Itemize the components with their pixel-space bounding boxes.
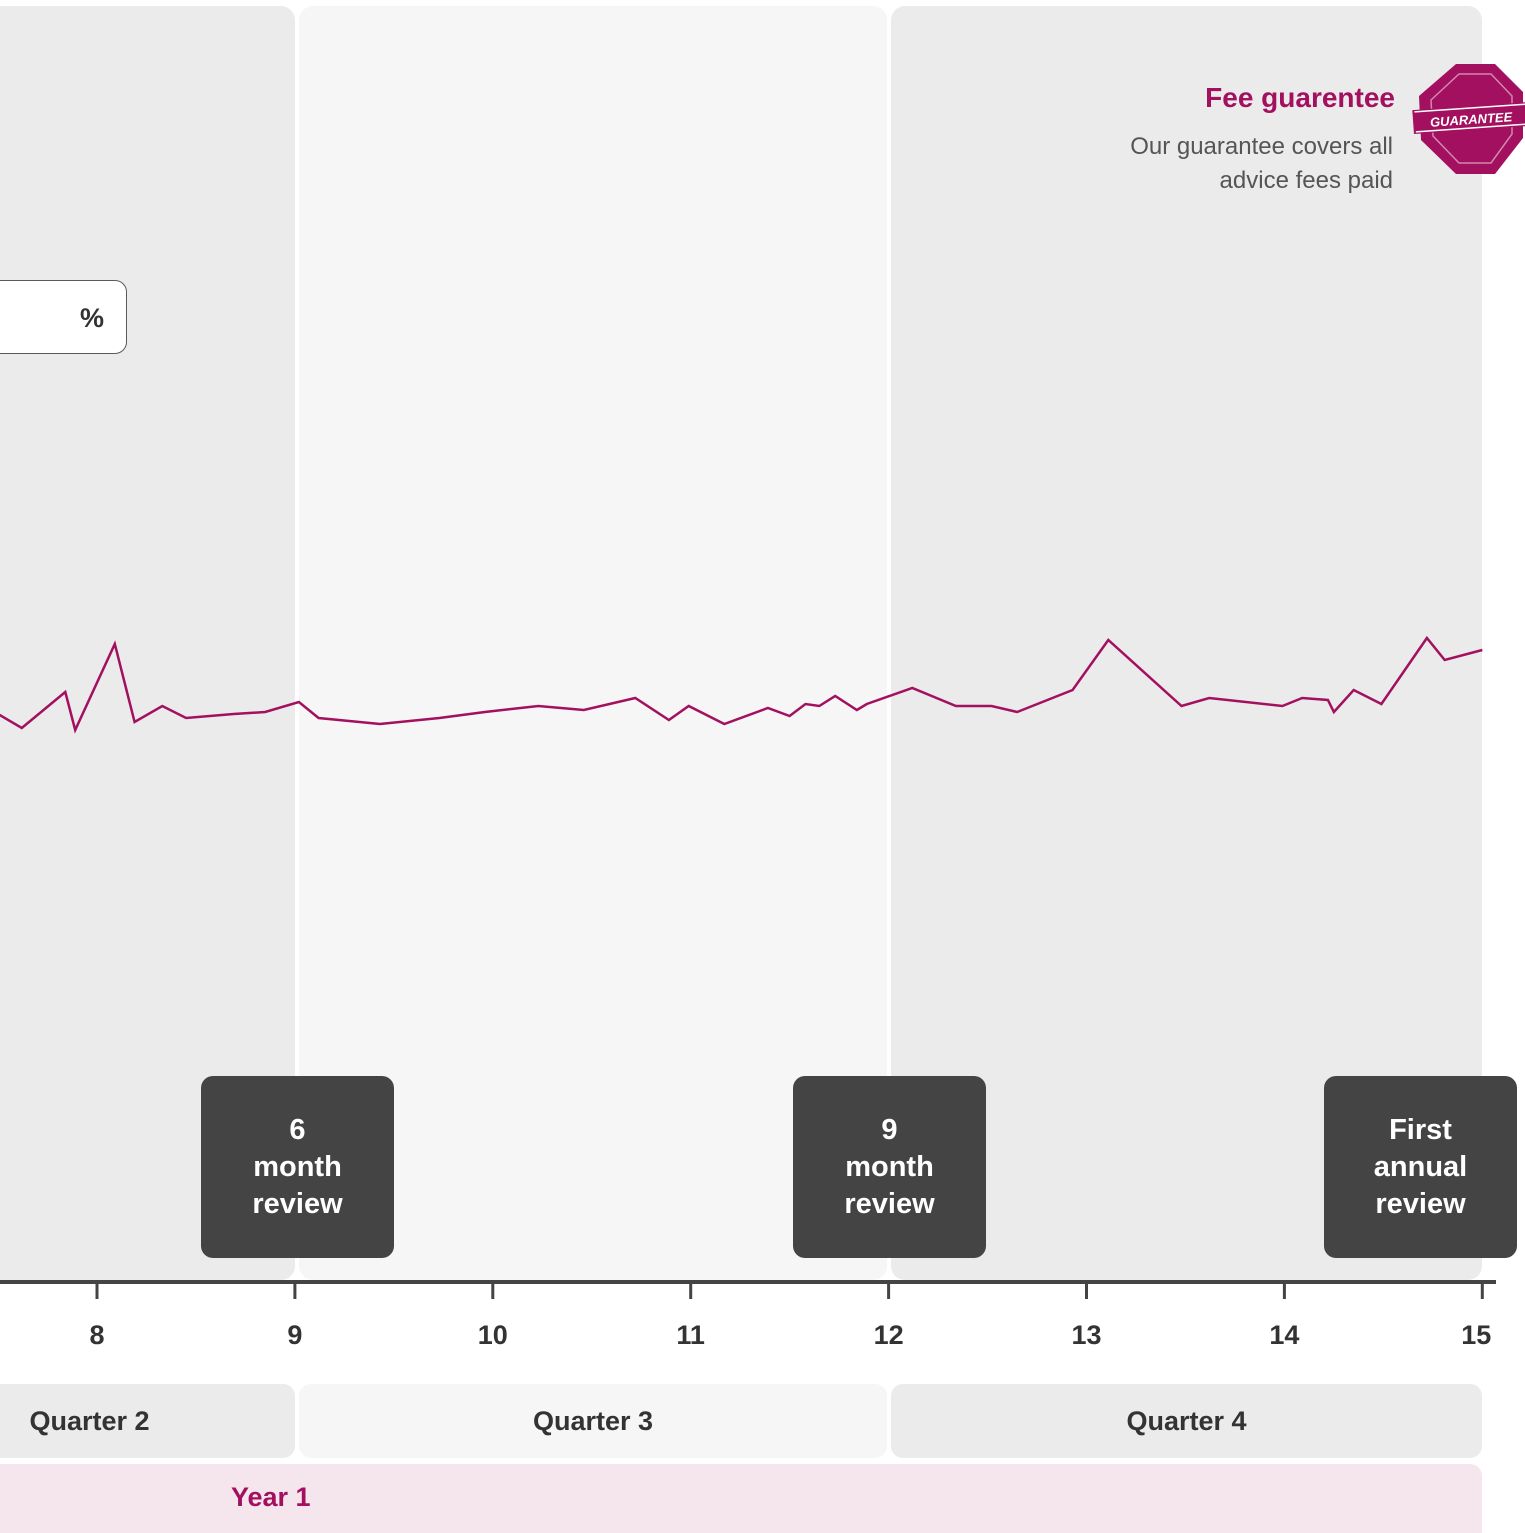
fee-guarantee-title: Fee guarentee [1205, 82, 1395, 113]
year-label: Year 1 [231, 1482, 311, 1512]
review-line: review [1375, 1187, 1466, 1220]
guarantee-badge-icon: GUARANTEE [1412, 64, 1525, 174]
first-annual-review-box: First annual review [1324, 1076, 1517, 1258]
quarter-4-band [891, 6, 1482, 1280]
percentage-input[interactable]: % [0, 280, 127, 354]
six-month-review-box: 6 month review [201, 1076, 394, 1258]
x-tick-label: 11 [676, 1320, 705, 1350]
x-tick-label: 15 [1461, 1320, 1492, 1350]
nine-month-review-box: 9 month review [793, 1076, 986, 1258]
quarter-4-label: Quarter 4 [891, 1384, 1482, 1458]
x-axis-ticks [95, 1282, 1484, 1299]
review-line: month [253, 1150, 342, 1183]
review-line: review [252, 1187, 343, 1220]
review-line: 6 [289, 1113, 306, 1146]
quarter-3-label: Quarter 3 [299, 1384, 887, 1458]
quarter-3-band [299, 6, 887, 1280]
badge-label: GUARANTEE [1430, 109, 1514, 130]
percent-unit-label: % [79, 303, 104, 333]
review-line: annual [1373, 1150, 1468, 1183]
series-line [0, 635, 1483, 734]
x-tick-label: 9 [287, 1320, 303, 1350]
review-line: First [1389, 1113, 1452, 1146]
x-tick-label: 14 [1269, 1320, 1300, 1350]
x-tick-label: 13 [1071, 1320, 1102, 1350]
quarter-2-band [0, 6, 295, 1280]
x-tick-label: 12 [873, 1320, 904, 1350]
review-line: review [844, 1187, 935, 1220]
quarter-2-label: Quarter 2 [0, 1384, 295, 1458]
x-tick-label: 8 [89, 1320, 105, 1350]
fee-guarantee-text: Our guarantee covers all advice fees pai… [1130, 133, 1393, 194]
review-line: 9 [881, 1113, 898, 1146]
x-tick-label: 10 [477, 1320, 508, 1350]
year-bar: Year 1 [0, 1464, 1482, 1533]
review-line: month [845, 1150, 934, 1183]
